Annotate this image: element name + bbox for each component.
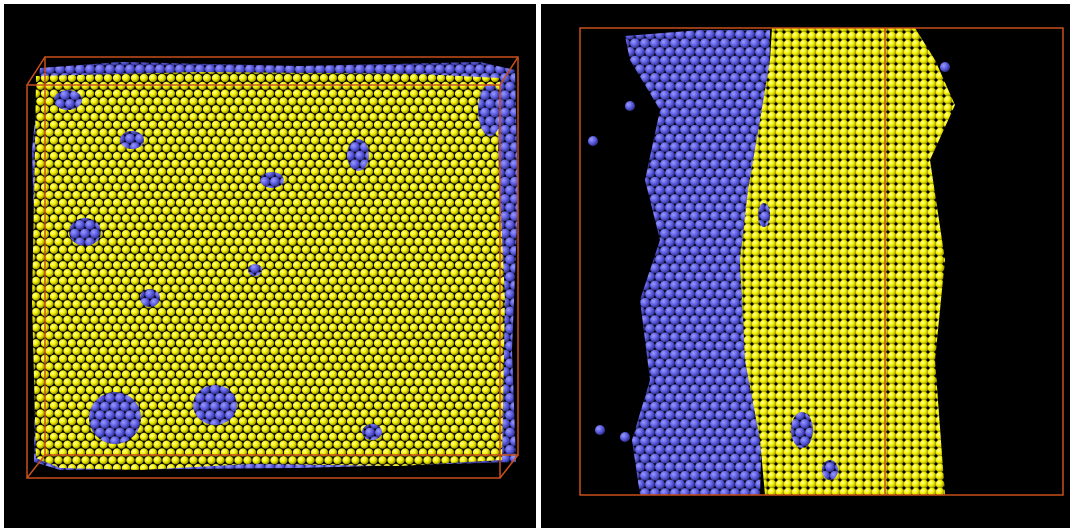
- cluster: [120, 131, 144, 149]
- right-panel: [541, 4, 1070, 528]
- yellow-atoms: [740, 28, 955, 495]
- atom: [625, 101, 635, 111]
- cluster: [362, 424, 382, 440]
- page: [0, 0, 1074, 531]
- cluster: [791, 412, 813, 448]
- cluster: [89, 392, 141, 444]
- cluster: [193, 385, 237, 425]
- cluster: [822, 460, 838, 480]
- cluster: [260, 172, 284, 188]
- cluster: [347, 139, 369, 171]
- cluster: [54, 90, 82, 110]
- left-panel: [4, 4, 536, 528]
- cluster: [69, 218, 101, 246]
- atom: [620, 432, 630, 442]
- atom: [588, 136, 598, 146]
- cluster: [140, 289, 160, 307]
- atom: [595, 425, 605, 435]
- cluster: [478, 84, 502, 136]
- atom: [940, 62, 950, 72]
- cluster: [248, 264, 262, 276]
- cluster: [758, 203, 770, 227]
